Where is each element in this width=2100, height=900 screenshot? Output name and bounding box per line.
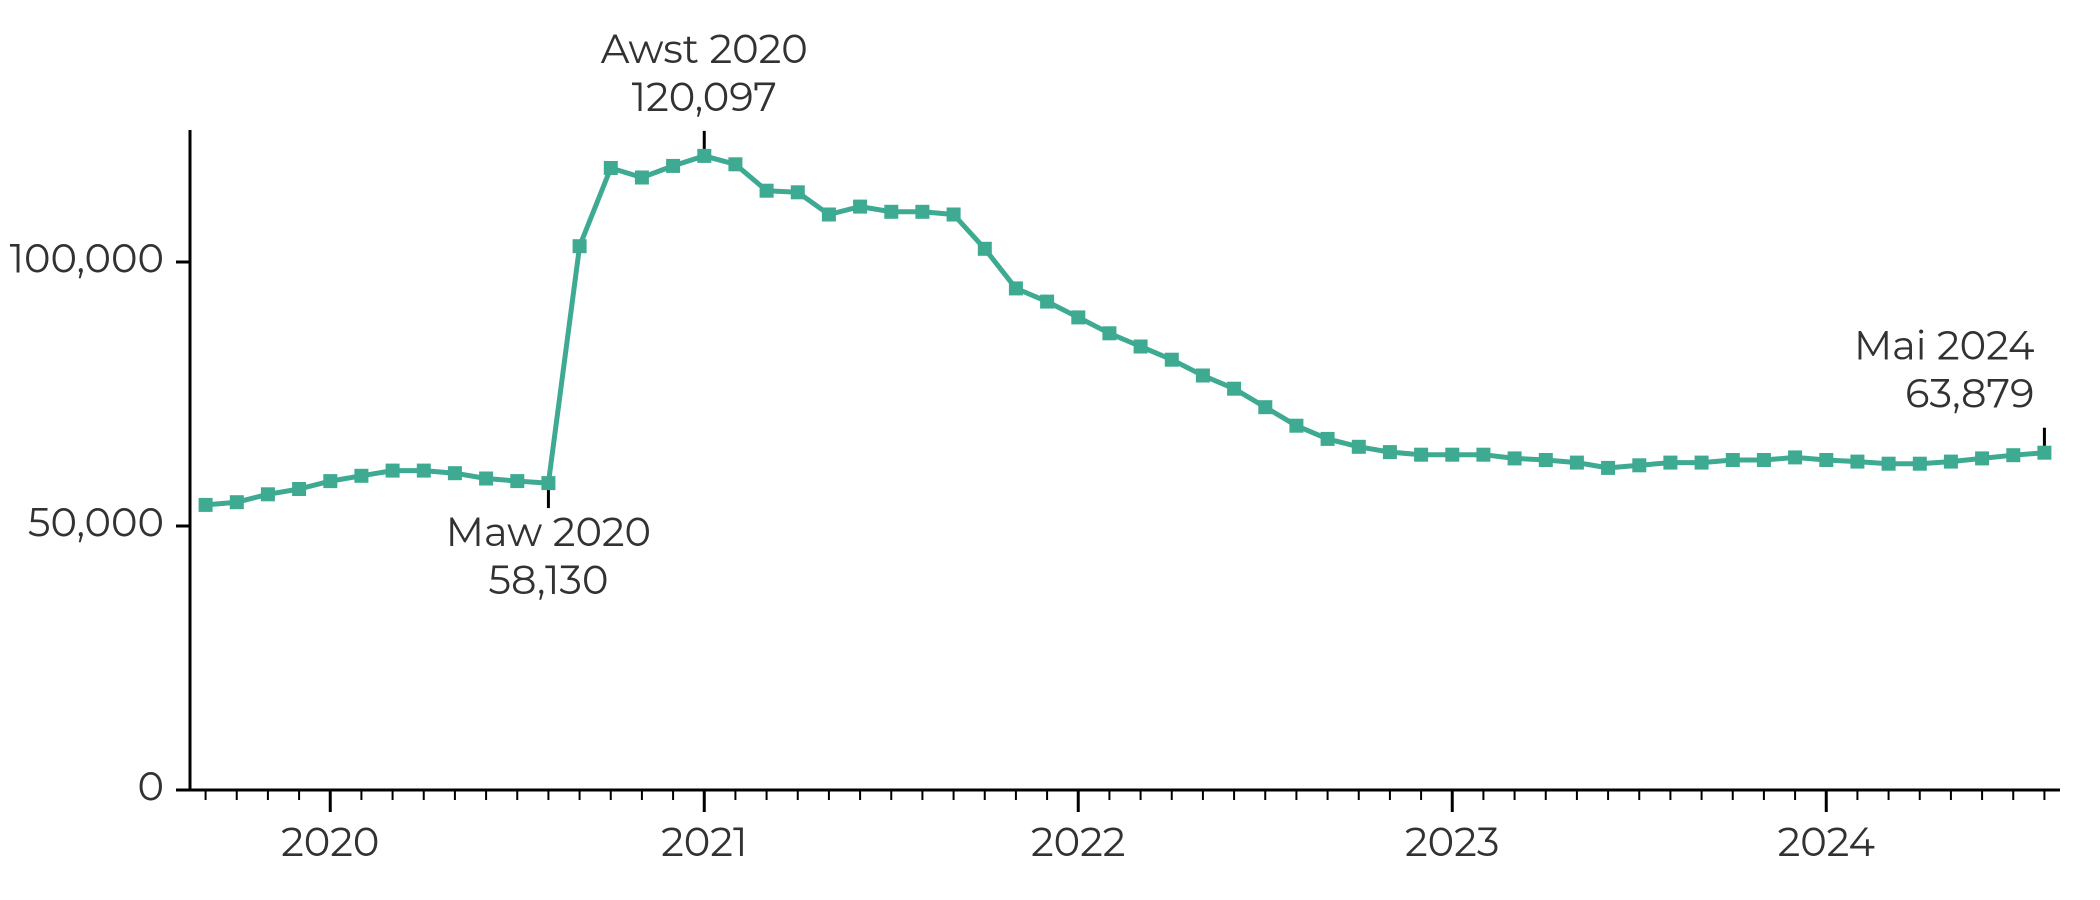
data-series xyxy=(206,156,2045,505)
data-marker xyxy=(354,469,368,483)
data-marker xyxy=(635,171,649,185)
y-tick-label: 0 xyxy=(138,763,164,812)
data-marker xyxy=(1165,353,1179,367)
data-marker xyxy=(386,464,400,478)
data-marker xyxy=(697,149,711,163)
annotation-label: Awst 2020 xyxy=(601,25,808,74)
x-tick-label: 2020 xyxy=(281,818,379,867)
data-marker xyxy=(1071,310,1085,324)
data-marker xyxy=(666,159,680,173)
data-marker xyxy=(1757,453,1771,467)
data-marker xyxy=(1383,445,1397,459)
data-marker xyxy=(323,474,337,488)
annotation-value: 63,879 xyxy=(1905,370,2034,419)
data-marker xyxy=(1476,448,1490,462)
data-marker xyxy=(947,208,961,222)
x-tick-label: 2022 xyxy=(1031,818,1126,867)
data-marker xyxy=(417,464,431,478)
data-marker xyxy=(1227,382,1241,396)
data-marker xyxy=(760,184,774,198)
data-marker xyxy=(1850,455,1864,469)
data-marker xyxy=(541,476,555,490)
data-marker xyxy=(884,205,898,219)
data-marker xyxy=(1819,453,1833,467)
data-marker xyxy=(853,200,867,214)
x-tick-label: 2023 xyxy=(1405,818,1499,867)
data-marker xyxy=(791,185,805,199)
data-marker xyxy=(261,487,275,501)
y-ticks: 0 50,000 100,000 xyxy=(10,235,190,812)
chart-container: 2020 2021 2022 2023 2024 0 50,000 100,000 Maw … xyxy=(0,0,2100,900)
data-marker xyxy=(510,474,524,488)
data-marker xyxy=(1944,455,1958,469)
series-line xyxy=(206,156,2045,505)
data-marker xyxy=(1508,451,1522,465)
data-marker xyxy=(1134,340,1148,354)
data-marker xyxy=(1601,461,1615,475)
y-tick-label: 100,000 xyxy=(10,235,164,284)
data-marker xyxy=(1882,457,1896,471)
data-marker xyxy=(1321,432,1335,446)
data-marker xyxy=(1539,453,1553,467)
data-marker xyxy=(728,157,742,171)
line-chart: 2020 2021 2022 2023 2024 0 50,000 100,000 Maw … xyxy=(0,0,2100,900)
data-marker xyxy=(915,205,929,219)
data-marker xyxy=(1196,369,1210,383)
data-marker xyxy=(1414,448,1428,462)
data-marker xyxy=(1352,440,1366,454)
data-marker xyxy=(479,472,493,486)
data-marker xyxy=(1632,458,1646,472)
data-marker xyxy=(573,239,587,253)
data-marker xyxy=(1695,456,1709,470)
data-marker xyxy=(2006,448,2020,462)
annotation-label: Mai 2024 xyxy=(1854,322,2034,371)
x-tick-label: 2021 xyxy=(661,818,747,867)
data-marker xyxy=(1726,453,1740,467)
data-marker xyxy=(1570,456,1584,470)
data-marker xyxy=(1788,450,1802,464)
data-marker xyxy=(1040,295,1054,309)
data-marker xyxy=(292,482,306,496)
data-marker xyxy=(1009,281,1023,295)
annotation-label: Maw 2020 xyxy=(446,508,651,557)
data-marker xyxy=(199,498,213,512)
annotations: Maw 202058,130 Awst 2020120,097 Mai 202463… xyxy=(446,25,2045,605)
annotation-value: 120,097 xyxy=(632,73,777,122)
data-marker xyxy=(604,161,618,175)
data-marker xyxy=(2037,446,2051,460)
data-marker xyxy=(1258,400,1272,414)
data-marker xyxy=(1289,419,1303,433)
annotation-value: 58,130 xyxy=(488,556,608,605)
x-tick-label: 2024 xyxy=(1778,818,1875,867)
data-marker xyxy=(448,466,462,480)
data-marker xyxy=(1663,456,1677,470)
data-marker xyxy=(1975,451,1989,465)
data-marker xyxy=(1913,457,1927,471)
data-marker xyxy=(822,208,836,222)
data-marker xyxy=(978,242,992,256)
data-marker xyxy=(230,495,244,509)
y-tick-label: 50,000 xyxy=(28,499,164,548)
data-marker xyxy=(1445,448,1459,462)
data-marker xyxy=(1102,326,1116,340)
x-ticks: 2020 2021 2022 2023 2024 xyxy=(206,790,2045,867)
